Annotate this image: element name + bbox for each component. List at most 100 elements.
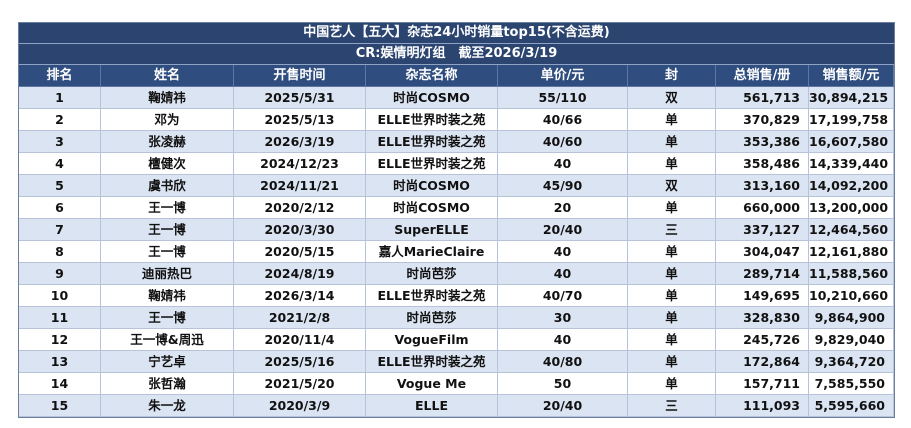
table-cell: 王一博 xyxy=(101,241,234,263)
table-cell: 5,595,660 xyxy=(809,395,894,417)
table-cell: 单 xyxy=(628,285,716,307)
table-cell: 30 xyxy=(498,307,628,329)
column-header: 杂志名称 xyxy=(366,65,498,87)
table-cell: 三 xyxy=(628,219,716,241)
table-cell: 时尚COSMO xyxy=(366,87,498,109)
table-cell: 17,199,758 xyxy=(809,109,894,131)
table-row: 6 王一博 2020/2/12 时尚COSMO 20 单 660,000 13,200,000 xyxy=(19,197,894,219)
sales-table: 中国艺人【五大】杂志24小时销量top15(不含运费) CR:娱情明灯组 截至2… xyxy=(18,22,895,418)
table-cell: 2025/5/31 xyxy=(234,87,366,109)
table-cell: 2020/5/15 xyxy=(234,241,366,263)
table-cell: 单 xyxy=(628,197,716,219)
table-row: 12 王一博&周迅 2020/11/4 VogueFilm 40 单 245,726 9,82… xyxy=(19,329,894,351)
table-cell: ELLE世界时装之苑 xyxy=(366,109,498,131)
table-body: 1 鞠婧祎 2025/5/31 时尚COSMO 55/110 双 561,713 30,894… xyxy=(19,87,894,417)
column-header: 单价/元 xyxy=(498,65,628,87)
table-cell: 13,200,000 xyxy=(809,197,894,219)
table-row: 5 虞书欣 2024/11/21 时尚COSMO 45/90 双 313,160 14,092… xyxy=(19,175,894,197)
column-header: 开售时间 xyxy=(234,65,366,87)
table-cell: 双 xyxy=(628,175,716,197)
table-cell: 20 xyxy=(498,197,628,219)
table-cell: ELLE xyxy=(366,395,498,417)
table-cell: 304,047 xyxy=(716,241,809,263)
table-cell: 宁艺卓 xyxy=(101,351,234,373)
table-cell: 289,714 xyxy=(716,263,809,285)
table-cell: 353,386 xyxy=(716,131,809,153)
table-cell: 2026/3/14 xyxy=(234,285,366,307)
table-cell: 6 xyxy=(19,197,101,219)
table-cell: 单 xyxy=(628,241,716,263)
table-cell: 王一博 xyxy=(101,219,234,241)
table-cell: 11 xyxy=(19,307,101,329)
table-row: 13 宁艺卓 2025/5/16 ELLE世界时装之苑 40/80 单 172,864 9,3… xyxy=(19,351,894,373)
table-cell: 16,607,580 xyxy=(809,131,894,153)
table-cell: Vogue Me xyxy=(366,373,498,395)
table-cell: 4 xyxy=(19,153,101,175)
table-cell: 11,588,560 xyxy=(809,263,894,285)
table-row: 2 邓为 2025/5/13 ELLE世界时装之苑 40/66 单 370,829 17,19… xyxy=(19,109,894,131)
column-header: 姓名 xyxy=(101,65,234,87)
column-header: 封 xyxy=(628,65,716,87)
table-cell: 14,339,440 xyxy=(809,153,894,175)
table-cell: 单 xyxy=(628,329,716,351)
table-cell: 40/70 xyxy=(498,285,628,307)
table-cell: 3 xyxy=(19,131,101,153)
table-cell: ELLE世界时装之苑 xyxy=(366,131,498,153)
table-cell: 2020/11/4 xyxy=(234,329,366,351)
table-cell: 40 xyxy=(498,241,628,263)
table-cell: 10,210,660 xyxy=(809,285,894,307)
table-cell: 370,829 xyxy=(716,109,809,131)
table-row: 10 鞠婧祎 2026/3/14 ELLE世界时装之苑 40/70 单 149,695 10,… xyxy=(19,285,894,307)
table-cell: 王一博 xyxy=(101,197,234,219)
table-cell: 14,092,200 xyxy=(809,175,894,197)
table-cell: SuperELLE xyxy=(366,219,498,241)
table-cell: 40/66 xyxy=(498,109,628,131)
table-cell: 313,160 xyxy=(716,175,809,197)
table-cell: 40/80 xyxy=(498,351,628,373)
table-cell: 2021/2/8 xyxy=(234,307,366,329)
table-cell: 时尚COSMO xyxy=(366,197,498,219)
table-cell: 时尚COSMO xyxy=(366,175,498,197)
table-cell: 10 xyxy=(19,285,101,307)
table-cell: 2020/3/9 xyxy=(234,395,366,417)
table-cell: 20/40 xyxy=(498,219,628,241)
table-cell: 2 xyxy=(19,109,101,131)
table-cell: 12 xyxy=(19,329,101,351)
table-cell: 50 xyxy=(498,373,628,395)
table-cell: 单 xyxy=(628,131,716,153)
table-cell: 30,894,215 xyxy=(809,87,894,109)
table-cell: 单 xyxy=(628,109,716,131)
table-cell: 时尚芭莎 xyxy=(366,263,498,285)
table-cell: 40 xyxy=(498,263,628,285)
table-cell: ELLE世界时装之苑 xyxy=(366,153,498,175)
table-cell: 40 xyxy=(498,153,628,175)
table-cell: 王一博&周迅 xyxy=(101,329,234,351)
table-cell: 单 xyxy=(628,373,716,395)
table-row: 9 迪丽热巴 2024/8/19 时尚芭莎 40 单 289,714 11,588,560 xyxy=(19,263,894,285)
table-cell: ELLE世界时装之苑 xyxy=(366,285,498,307)
table-cell: 172,864 xyxy=(716,351,809,373)
table-cell: 8 xyxy=(19,241,101,263)
table-cell: 单 xyxy=(628,153,716,175)
table-cell: 5 xyxy=(19,175,101,197)
table-cell: 55/110 xyxy=(498,87,628,109)
table-cell: 单 xyxy=(628,351,716,373)
column-header: 销售额/元 xyxy=(809,65,894,87)
table-row: 7 王一博 2020/3/30 SuperELLE 20/40 三 337,127 12,46… xyxy=(19,219,894,241)
table-row: 1 鞠婧祎 2025/5/31 时尚COSMO 55/110 双 561,713 30,894… xyxy=(19,87,894,109)
table-cell: 2026/3/19 xyxy=(234,131,366,153)
table-cell: 2021/5/20 xyxy=(234,373,366,395)
table-cell: 单 xyxy=(628,263,716,285)
table-cell: 40 xyxy=(498,329,628,351)
table-cell: 檀健次 xyxy=(101,153,234,175)
table-cell: 45/90 xyxy=(498,175,628,197)
table-cell: 双 xyxy=(628,87,716,109)
table-cell: 358,486 xyxy=(716,153,809,175)
table-cell: 1 xyxy=(19,87,101,109)
table-row: 8 王一博 2020/5/15 嘉人MarieClaire 40 单 304,047 12,1… xyxy=(19,241,894,263)
table-cell: 7,585,550 xyxy=(809,373,894,395)
table-row: 14 张哲瀚 2021/5/20 Vogue Me 50 单 157,711 7,585,55… xyxy=(19,373,894,395)
table-cell: 7 xyxy=(19,219,101,241)
table-cell: 2024/12/23 xyxy=(234,153,366,175)
